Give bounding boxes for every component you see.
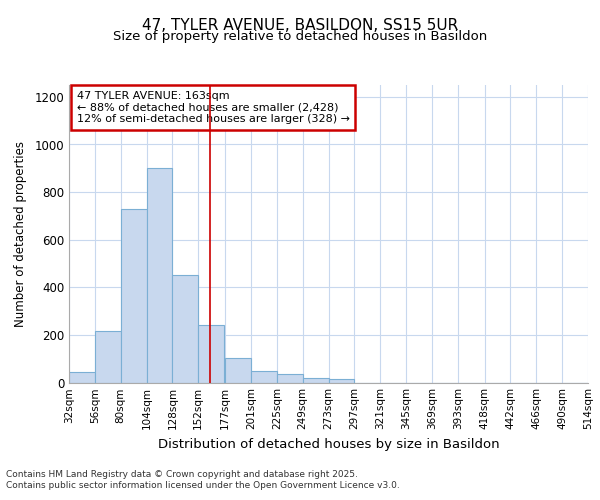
X-axis label: Distribution of detached houses by size in Basildon: Distribution of detached houses by size … bbox=[158, 438, 499, 451]
Bar bbox=[277, 374, 302, 382]
Text: Contains HM Land Registry data © Crown copyright and database right 2025.: Contains HM Land Registry data © Crown c… bbox=[6, 470, 358, 479]
Bar bbox=[302, 378, 329, 382]
Y-axis label: Number of detached properties: Number of detached properties bbox=[14, 141, 28, 327]
Bar bbox=[69, 372, 95, 382]
Bar bbox=[329, 379, 355, 382]
Text: 47, TYLER AVENUE, BASILDON, SS15 5UR: 47, TYLER AVENUE, BASILDON, SS15 5UR bbox=[142, 18, 458, 32]
Bar bbox=[95, 332, 121, 382]
Text: Size of property relative to detached houses in Basildon: Size of property relative to detached ho… bbox=[113, 30, 487, 43]
Bar bbox=[172, 276, 198, 382]
Bar bbox=[121, 209, 146, 382]
Bar bbox=[225, 358, 251, 382]
Bar bbox=[198, 326, 224, 382]
Bar bbox=[251, 372, 277, 382]
Bar bbox=[146, 168, 172, 382]
Text: 47 TYLER AVENUE: 163sqm
← 88% of detached houses are smaller (2,428)
12% of semi: 47 TYLER AVENUE: 163sqm ← 88% of detache… bbox=[77, 91, 350, 124]
Text: Contains public sector information licensed under the Open Government Licence v3: Contains public sector information licen… bbox=[6, 481, 400, 490]
